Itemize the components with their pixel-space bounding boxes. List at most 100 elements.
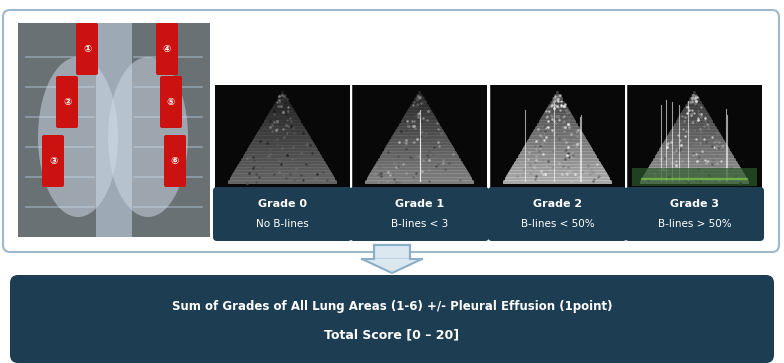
FancyBboxPatch shape	[350, 187, 489, 241]
FancyBboxPatch shape	[374, 245, 410, 259]
FancyBboxPatch shape	[517, 154, 597, 159]
FancyBboxPatch shape	[414, 97, 425, 102]
FancyBboxPatch shape	[672, 126, 717, 130]
FancyBboxPatch shape	[670, 129, 719, 133]
FancyBboxPatch shape	[514, 161, 601, 165]
FancyBboxPatch shape	[625, 187, 764, 241]
FancyBboxPatch shape	[651, 161, 738, 165]
FancyBboxPatch shape	[490, 85, 625, 189]
Text: B-lines > 50%: B-lines > 50%	[658, 219, 731, 229]
FancyBboxPatch shape	[521, 148, 593, 152]
FancyBboxPatch shape	[653, 158, 736, 162]
Text: ④: ④	[163, 44, 171, 54]
FancyBboxPatch shape	[645, 170, 744, 174]
FancyBboxPatch shape	[56, 76, 78, 128]
FancyBboxPatch shape	[648, 167, 742, 171]
FancyBboxPatch shape	[503, 180, 612, 184]
FancyBboxPatch shape	[399, 123, 441, 127]
FancyBboxPatch shape	[237, 164, 328, 168]
FancyBboxPatch shape	[512, 164, 603, 168]
FancyBboxPatch shape	[525, 142, 590, 146]
FancyBboxPatch shape	[506, 174, 608, 178]
FancyBboxPatch shape	[387, 142, 452, 146]
Text: ③: ③	[49, 156, 57, 166]
FancyBboxPatch shape	[543, 113, 572, 117]
FancyBboxPatch shape	[249, 145, 317, 149]
FancyBboxPatch shape	[640, 180, 750, 184]
FancyBboxPatch shape	[410, 104, 429, 108]
FancyBboxPatch shape	[277, 97, 289, 102]
FancyBboxPatch shape	[96, 23, 132, 237]
FancyBboxPatch shape	[655, 154, 734, 159]
FancyBboxPatch shape	[367, 176, 473, 181]
FancyBboxPatch shape	[516, 158, 599, 162]
Polygon shape	[215, 90, 282, 189]
FancyBboxPatch shape	[279, 94, 286, 98]
Polygon shape	[362, 259, 422, 273]
FancyBboxPatch shape	[531, 132, 584, 136]
FancyBboxPatch shape	[632, 168, 757, 186]
FancyBboxPatch shape	[550, 101, 565, 105]
FancyBboxPatch shape	[668, 132, 721, 136]
FancyBboxPatch shape	[520, 151, 595, 155]
FancyBboxPatch shape	[676, 119, 713, 124]
Polygon shape	[419, 90, 487, 189]
FancyBboxPatch shape	[247, 148, 318, 152]
FancyBboxPatch shape	[535, 126, 580, 130]
FancyBboxPatch shape	[408, 107, 431, 111]
Ellipse shape	[108, 57, 188, 217]
FancyBboxPatch shape	[662, 142, 727, 146]
FancyBboxPatch shape	[370, 170, 469, 174]
FancyBboxPatch shape	[271, 107, 294, 111]
FancyBboxPatch shape	[544, 110, 571, 114]
FancyBboxPatch shape	[683, 107, 706, 111]
FancyBboxPatch shape	[374, 164, 465, 168]
Text: Grade 2: Grade 2	[533, 199, 582, 209]
FancyBboxPatch shape	[416, 94, 423, 98]
FancyBboxPatch shape	[235, 167, 330, 171]
FancyBboxPatch shape	[391, 135, 448, 140]
FancyBboxPatch shape	[673, 123, 715, 127]
FancyBboxPatch shape	[488, 187, 627, 241]
FancyBboxPatch shape	[681, 110, 708, 114]
FancyBboxPatch shape	[528, 139, 588, 143]
FancyBboxPatch shape	[680, 113, 710, 117]
FancyBboxPatch shape	[18, 23, 210, 237]
FancyBboxPatch shape	[397, 126, 442, 130]
FancyBboxPatch shape	[644, 174, 746, 178]
Polygon shape	[627, 90, 695, 189]
FancyBboxPatch shape	[256, 132, 309, 136]
FancyBboxPatch shape	[546, 107, 569, 111]
FancyBboxPatch shape	[685, 104, 704, 108]
FancyBboxPatch shape	[230, 176, 336, 181]
FancyBboxPatch shape	[524, 145, 591, 149]
FancyBboxPatch shape	[395, 129, 444, 133]
FancyBboxPatch shape	[537, 123, 579, 127]
Polygon shape	[282, 90, 350, 189]
FancyBboxPatch shape	[227, 180, 337, 184]
FancyBboxPatch shape	[258, 129, 307, 133]
FancyBboxPatch shape	[691, 94, 699, 98]
FancyBboxPatch shape	[666, 135, 723, 140]
FancyBboxPatch shape	[508, 170, 607, 174]
FancyBboxPatch shape	[245, 151, 321, 155]
Text: Sum of Grades of All Lung Areas (1-6) +/- Pleural Effusion (1point): Sum of Grades of All Lung Areas (1-6) +/…	[172, 300, 612, 313]
Text: Grade 1: Grade 1	[395, 199, 444, 209]
FancyBboxPatch shape	[365, 180, 474, 184]
FancyBboxPatch shape	[234, 170, 332, 174]
FancyBboxPatch shape	[649, 164, 740, 168]
FancyBboxPatch shape	[510, 167, 604, 171]
FancyBboxPatch shape	[241, 158, 324, 162]
FancyBboxPatch shape	[260, 126, 305, 130]
FancyBboxPatch shape	[352, 85, 487, 189]
FancyBboxPatch shape	[692, 91, 696, 95]
FancyBboxPatch shape	[42, 135, 64, 187]
FancyBboxPatch shape	[383, 148, 456, 152]
FancyBboxPatch shape	[378, 158, 461, 162]
FancyBboxPatch shape	[273, 104, 292, 108]
FancyBboxPatch shape	[556, 91, 560, 95]
FancyBboxPatch shape	[539, 119, 576, 124]
FancyBboxPatch shape	[406, 110, 433, 114]
FancyBboxPatch shape	[548, 104, 567, 108]
Text: No B-lines: No B-lines	[256, 219, 309, 229]
